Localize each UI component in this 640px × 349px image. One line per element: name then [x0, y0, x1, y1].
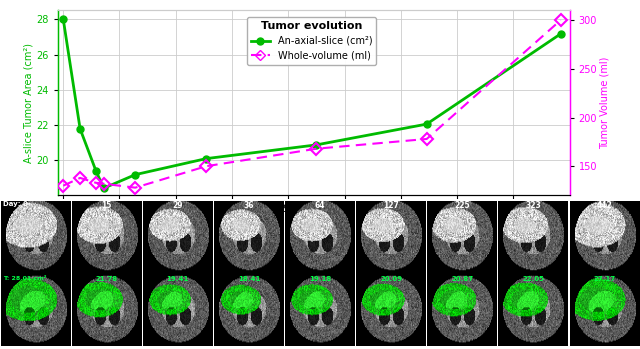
- Text: 20.87: 20.87: [451, 276, 474, 282]
- Text: 64: 64: [315, 201, 325, 210]
- Text: 21.78: 21.78: [95, 276, 118, 282]
- Text: Day: 0: Day: 0: [3, 201, 28, 207]
- Text: T: 28.01 cm²: T: 28.01 cm²: [3, 276, 47, 281]
- Text: 22.05: 22.05: [522, 276, 544, 282]
- Text: 20.09: 20.09: [380, 276, 402, 282]
- Text: 323: 323: [525, 201, 541, 210]
- Text: 19.41: 19.41: [166, 276, 189, 282]
- Text: 15: 15: [102, 201, 112, 210]
- Y-axis label: A-slice Tumor Area (cm²): A-slice Tumor Area (cm²): [23, 43, 33, 163]
- Text: 36: 36: [244, 201, 254, 210]
- X-axis label: Days: Days: [297, 220, 330, 233]
- Text: 442: 442: [596, 201, 612, 210]
- Text: 27.17: 27.17: [593, 276, 616, 282]
- Y-axis label: Tumor Volume (ml): Tumor Volume (ml): [600, 57, 610, 149]
- Text: 127: 127: [383, 201, 399, 210]
- Text: 18.41: 18.41: [237, 276, 260, 282]
- Text: 29: 29: [173, 201, 183, 210]
- Text: 225: 225: [454, 201, 470, 210]
- Text: 19.18: 19.18: [309, 276, 331, 282]
- Legend: An-axial-slice (cm²), Whole-volume (ml): An-axial-slice (cm²), Whole-volume (ml): [247, 17, 376, 65]
